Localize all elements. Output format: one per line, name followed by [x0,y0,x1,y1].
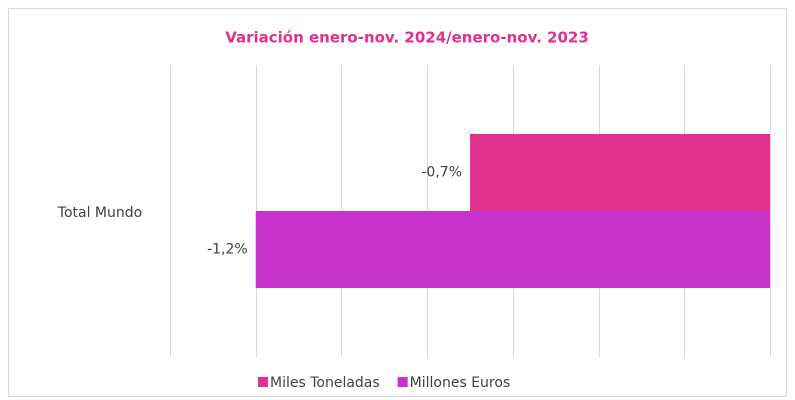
legend-label: Millones Euros [410,375,511,391]
bar [255,211,770,288]
legend-label: Miles Toneladas [270,375,380,391]
data-label: -0,7% [421,165,462,181]
bar [470,134,770,211]
legend-swatch [397,377,408,387]
y-tick-label: Total Mundo [57,205,142,221]
data-label: -1,2% [207,242,248,258]
chart-title: Variación enero-nov. 2024/enero-nov. 202… [225,29,589,47]
legend-swatch [258,377,268,387]
